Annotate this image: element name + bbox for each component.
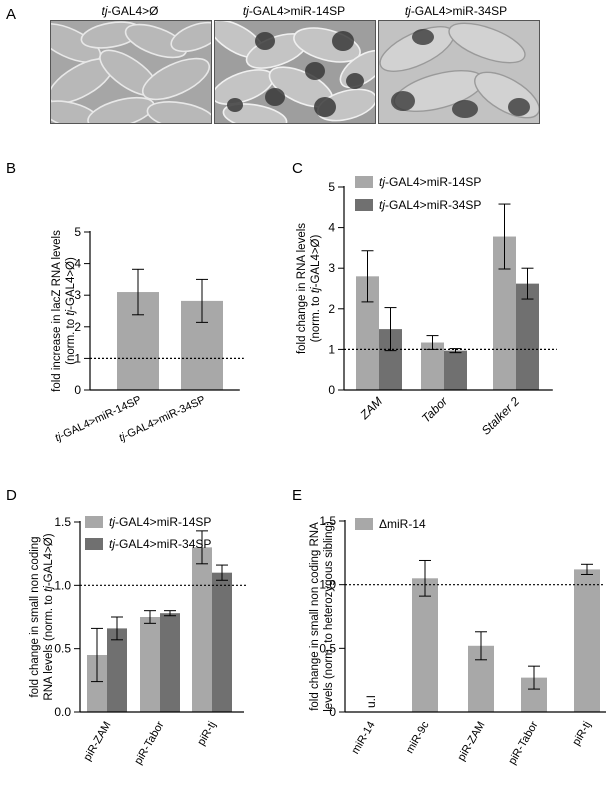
micrograph-mir14sp-image xyxy=(215,21,375,123)
panel-b-letter: B xyxy=(6,160,17,177)
bar-c-s1-1 xyxy=(444,350,467,390)
y-axis-label-d-1: RNA levels (norm. to tj-GAL4>Ø) xyxy=(43,533,55,700)
y-tick-label-e-3: 1.5 xyxy=(319,514,336,528)
y-tick-label-b-0: 0 xyxy=(74,383,81,397)
bar-c-s0-0 xyxy=(356,276,379,390)
bar-d-s0-0 xyxy=(87,655,107,712)
category-label-c-0: ZAM xyxy=(357,394,386,423)
y-tick-label-c-2: 2 xyxy=(328,302,335,316)
bar-d-s0-2 xyxy=(192,547,212,712)
y-tick-label-b-1: 1 xyxy=(74,351,81,365)
bar-e-s0-1 xyxy=(412,578,438,712)
category-label-d-2: piR-tj xyxy=(195,720,218,748)
chart-c: 0 1 2 3 4 5 fold change in RNA levels (norm. to… xyxy=(296,175,557,438)
legend-swatch-d-1 xyxy=(85,538,103,550)
y-tick-label-b-2: 2 xyxy=(74,320,81,334)
image-label-mir34sp-prefix: tj xyxy=(404,4,411,18)
y-tick-label-c-1: 1 xyxy=(328,342,335,356)
y-tick-label-c-4: 4 xyxy=(328,221,335,235)
y-tick-label-c-3: 3 xyxy=(328,261,335,275)
micrograph-control xyxy=(50,20,212,124)
y-axis-label-e-0: fold change in small non coding RNA xyxy=(309,522,321,711)
category-label-e-2: piR-ZAM xyxy=(456,720,488,764)
bar-c-s1-0 xyxy=(379,329,402,390)
y-tick-label-d-2: 1.0 xyxy=(54,578,71,592)
image-label-control-suffix: -GAL4>Ø xyxy=(107,4,159,18)
y-axis-label-d-0: fold change in small non coding xyxy=(29,536,41,697)
y-axis-label-c-1: (norm. to tj-GAL4>Ø) xyxy=(310,234,322,342)
micrograph-mir14sp xyxy=(214,20,376,124)
legend-label-c-0: tj-GAL4>miR-14SP xyxy=(379,175,481,189)
image-label-control: tj-GAL4>Ø xyxy=(50,4,210,18)
chart-d: 0.0 0.5 1.0 1.5 fold change in small non cod… xyxy=(29,515,248,767)
y-axis-label-b-0: fold increase in lacZ RNA levels xyxy=(51,230,63,392)
micrograph-mir34sp-image xyxy=(379,21,539,123)
y-tick-label-d-0: 0.0 xyxy=(54,705,71,719)
panel-c-letter: C xyxy=(292,160,303,177)
annotation-e: u.l xyxy=(364,695,378,708)
bar-c-s0-1 xyxy=(421,342,444,390)
bar-c-s0-2 xyxy=(493,236,516,390)
y-tick-label-c-0: 0 xyxy=(328,383,335,397)
y-tick-label-b-5: 5 xyxy=(74,225,81,239)
category-label-e-3: piR-Tabor xyxy=(506,719,540,767)
category-label-c-1: Tabor xyxy=(419,394,451,426)
legend-swatch-d-0 xyxy=(85,516,103,528)
legend-label-e-0: ΔmiR-14 xyxy=(379,517,426,531)
legend-swatch-c-0 xyxy=(355,176,373,188)
category-label-d-0: piR-ZAM xyxy=(82,720,114,764)
legend-label-c-1: tj-GAL4>miR-34SP xyxy=(379,198,481,212)
y-tick-label-b-4: 4 xyxy=(74,257,81,271)
legend-label-d-1: tj-GAL4>miR-34SP xyxy=(109,537,211,551)
category-label-e-4: piR-tj xyxy=(570,720,593,748)
legend-swatch-c-1 xyxy=(355,199,373,211)
chart-b: 0 1 2 3 4 5 fold increase in lacZ RNA levels (n… xyxy=(51,225,244,444)
y-tick-label-b-3: 3 xyxy=(74,288,81,302)
image-label-mir14sp-prefix: tj xyxy=(242,4,249,18)
y-tick-label-d-1: 0.5 xyxy=(54,642,71,656)
y-tick-label-e-1: 0.5 xyxy=(319,641,336,655)
y-tick-label-d-3: 1.5 xyxy=(54,515,71,529)
legend-swatch-e-0 xyxy=(355,518,373,530)
category-label-c-2: Stalker 2 xyxy=(479,394,523,438)
bar-d-s1-2 xyxy=(212,572,232,712)
image-label-control-prefix: tj xyxy=(101,4,108,18)
category-label-e-1: miR-9c xyxy=(404,719,432,756)
y-tick-label-e-0: 0 xyxy=(329,705,336,719)
micrograph-control-image xyxy=(51,21,211,123)
y-axis-label-b-1: (norm. to tj-GAL4>Ø) xyxy=(65,257,77,365)
y-axis-label-c-0: fold change in RNA levels xyxy=(296,223,308,354)
category-label-d-1: piR-Tabor xyxy=(132,719,166,767)
bar-e-s0-4 xyxy=(574,569,600,712)
y-axis-label-e-1: levels (norm. to heterozygous sibling) xyxy=(323,521,335,712)
image-label-mir34sp-suffix: -GAL4>miR-34SP xyxy=(410,4,508,18)
bar-d-s0-1 xyxy=(140,617,160,712)
category-label-e-0: miR-14 xyxy=(349,720,377,757)
panel-a-letter: A xyxy=(6,6,17,23)
bar-c-s1-2 xyxy=(516,283,539,390)
micrograph-mir34sp xyxy=(378,20,540,124)
bar-d-s1-0 xyxy=(107,628,127,712)
legend-label-d-0: tj-GAL4>miR-14SP xyxy=(109,515,211,529)
y-tick-label-e-2: 1.0 xyxy=(319,578,336,592)
image-label-mir14sp: tj-GAL4>miR-14SP xyxy=(214,4,374,18)
y-tick-label-c-5: 5 xyxy=(328,180,335,194)
panel-e-letter: E xyxy=(292,487,303,504)
panel-d-letter: D xyxy=(6,487,17,504)
bar-d-s1-1 xyxy=(160,613,180,712)
image-label-mir34sp: tj-GAL4>miR-34SP xyxy=(376,4,536,18)
image-label-mir14sp-suffix: -GAL4>miR-14SP xyxy=(248,4,346,18)
